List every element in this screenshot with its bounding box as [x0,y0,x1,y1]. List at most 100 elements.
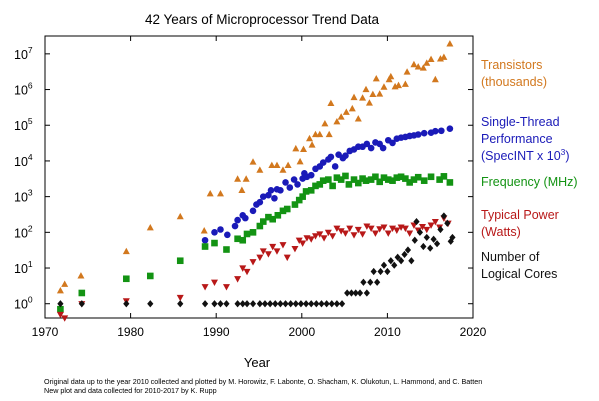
data-point-transistors [200,227,208,234]
legend-single-thread-performance-unit-line: (SpecINT x 103) [481,147,570,163]
y-tick-label: 101 [14,259,33,276]
data-point-logical-cores [394,253,401,261]
data-point-typical-power [299,240,307,247]
data-point-single-thread-performance [438,127,445,135]
data-point-transistors [216,190,224,197]
data-point-logical-cores [430,235,437,243]
data-point-transistors [427,55,435,62]
data-point-single-thread-performance [342,152,349,160]
x-tick-label: 2000 [288,325,315,339]
legend: Transistors (thousands) Single-Thread Perfo… [481,58,578,281]
data-point-logical-cores [367,278,374,286]
data-point-single-thread-performance [379,144,387,152]
data-point-logical-cores [449,233,456,242]
data-point-transistors [292,144,300,152]
data-point-typical-power [363,223,371,230]
data-point-typical-power [307,236,315,243]
data-point-frequency [372,173,379,181]
data-point-logical-cores [297,300,305,308]
data-point-logical-cores [234,300,241,308]
data-point-logical-cores [318,300,325,308]
data-point-single-thread-performance [267,187,275,194]
data-point-logical-cores [397,257,405,265]
data-point-typical-power [393,227,401,234]
data-point-transistors [316,130,324,138]
data-point-frequency [446,179,454,186]
data-point-typical-power [401,225,409,233]
data-point-logical-cores [302,300,310,308]
data-point-frequency [274,211,282,219]
data-point-typical-power [273,248,281,255]
data-point-frequency [362,177,370,184]
data-point-single-thread-performance [249,207,257,215]
data-point-logical-cores [408,257,415,265]
data-point-transistors [410,60,418,68]
data-point-logical-cores [440,212,447,220]
data-point-typical-power [359,231,367,238]
data-point-single-thread-performance [290,176,298,183]
data-point-transistors [446,40,454,47]
legend-logical-cores-line: Logical Cores [481,267,557,281]
data-point-transistors [365,99,373,106]
data-point-frequency [316,181,324,188]
data-point-logical-cores [256,300,263,308]
data-point-frequency [146,272,154,280]
data-point-frequency [427,173,435,181]
data-point-frequency [337,176,345,183]
data-point-logical-cores [360,278,367,286]
data-point-single-thread-performance [256,198,264,206]
data-point-frequency [295,196,303,204]
data-point-typical-power [201,284,209,291]
data-point-logical-cores [374,278,381,286]
data-point-transistors [395,81,403,89]
data-point-logical-cores [433,240,441,248]
data-point-frequency [57,305,64,313]
data-point-typical-power [350,232,358,239]
data-point-logical-cores [370,267,377,276]
data-point-frequency [78,289,86,297]
data-point-logical-cores [282,300,289,308]
data-point-transistors [436,55,444,62]
data-point-frequency [307,187,315,194]
data-point-frequency [269,215,276,223]
data-point-single-thread-performance [211,229,218,236]
data-point-typical-power [380,224,388,231]
data-point-frequency [389,177,396,184]
data-point-typical-power [320,235,328,242]
data-point-transistors [440,53,448,60]
data-point-single-thread-performance [420,129,428,137]
data-point-frequency [325,176,332,183]
data-point-logical-cores [420,242,427,251]
data-point-logical-cores [348,289,355,297]
legend-transistors-line: Transistors [481,58,542,72]
data-point-frequency [312,182,319,190]
plot-area [44,35,474,319]
data-point-logical-cores [277,300,284,308]
data-point-typical-power [234,276,242,283]
credit-line-original: Original data up to the year 2010 collec… [44,377,483,386]
data-point-frequency [211,239,218,247]
legend-transistors-line: (thousands) [481,75,547,89]
data-point-transistors [234,175,242,182]
data-point-transistors [238,186,246,193]
data-point-transistors [337,113,345,120]
data-point-frequency [239,236,247,244]
data-point-transistors [423,59,431,66]
data-point-transistors [296,157,304,165]
data-point-logical-cores [123,300,130,308]
data-point-frequency [359,175,366,182]
data-point-frequency [376,178,383,186]
y-tick-label: 107 [14,45,33,62]
data-point-transistors [354,115,362,122]
data-point-transistors [300,145,308,153]
data-point-transistors [122,247,130,255]
credit-line-new: New plot and data collected for 2010-201… [44,386,217,395]
data-point-typical-power [324,229,332,237]
data-point-logical-cores [377,267,384,276]
data-point-logical-cores [239,300,246,308]
data-point-single-thread-performance [234,216,241,224]
x-tick-label: 2010 [374,325,401,339]
data-point-logical-cores [356,289,364,297]
data-point-transistors [369,90,377,98]
x-tick-label: 1980 [117,325,144,339]
